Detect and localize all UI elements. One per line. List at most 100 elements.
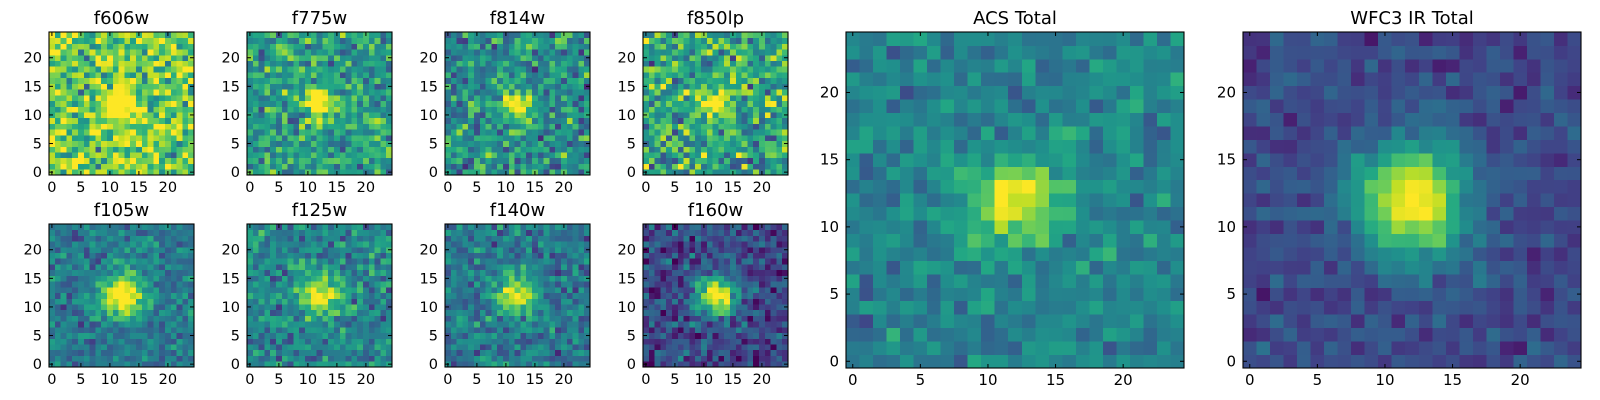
pixel <box>764 106 771 113</box>
pixel <box>479 100 486 107</box>
pixel <box>386 235 393 242</box>
pixel <box>479 157 486 164</box>
pixel <box>776 315 783 322</box>
pixel <box>322 355 329 362</box>
pixel <box>351 344 358 351</box>
pixel <box>83 72 90 79</box>
pixel <box>672 77 679 84</box>
pixel <box>101 123 108 130</box>
pixel <box>491 54 498 61</box>
pixel <box>537 152 544 159</box>
pixel <box>689 112 696 119</box>
pixel <box>706 54 713 61</box>
pixel <box>776 146 783 153</box>
pixel <box>95 134 102 142</box>
pixel <box>566 54 573 61</box>
pixel <box>118 94 125 102</box>
pixel <box>485 332 492 339</box>
pixel <box>770 321 777 328</box>
pixel <box>328 304 335 311</box>
pixel <box>147 292 154 299</box>
pixel <box>60 361 67 368</box>
pixel <box>310 286 317 294</box>
pixel <box>543 281 550 288</box>
pixel <box>368 338 375 345</box>
pixel <box>101 72 108 79</box>
pixel <box>543 264 550 271</box>
pixel <box>118 60 125 67</box>
pixel <box>130 321 137 328</box>
pixel <box>293 338 300 345</box>
pixel <box>118 157 125 164</box>
pixel <box>689 32 696 39</box>
pixel <box>572 32 579 39</box>
pixel <box>741 326 748 334</box>
pixel <box>566 298 573 305</box>
pixel <box>549 163 556 170</box>
pixel <box>351 304 358 311</box>
pixel <box>130 94 137 102</box>
pixel <box>107 258 114 265</box>
pixel <box>345 224 352 231</box>
pixel <box>514 309 521 316</box>
pixel <box>718 355 725 362</box>
pixel <box>66 286 73 294</box>
pixel <box>764 344 771 351</box>
pixel <box>689 338 696 345</box>
pixel <box>281 298 288 305</box>
pixel <box>176 281 183 288</box>
pixel <box>165 275 172 282</box>
panel-title: f105w <box>94 200 149 221</box>
pixel <box>520 224 527 231</box>
pixel <box>497 338 504 345</box>
pixel <box>782 286 789 294</box>
pixel <box>136 321 143 328</box>
pixel <box>170 152 177 159</box>
pixel <box>374 77 381 84</box>
pixel <box>363 292 370 299</box>
pixel <box>648 123 655 130</box>
pixel <box>328 269 335 276</box>
pixel <box>363 321 370 328</box>
pixel <box>683 298 690 305</box>
pixel <box>339 72 346 79</box>
pixel <box>724 304 731 311</box>
pixel <box>83 49 90 56</box>
pixel <box>345 229 352 236</box>
pixel <box>130 332 137 339</box>
pixel <box>386 258 393 265</box>
pixel <box>666 326 673 334</box>
pixel <box>695 129 702 136</box>
pixel <box>112 252 119 259</box>
pixel <box>584 344 591 351</box>
pixel <box>735 326 742 334</box>
pixel <box>549 94 556 102</box>
pixel <box>456 60 463 67</box>
pixel <box>555 275 562 282</box>
pixel <box>526 169 533 176</box>
pixel <box>374 264 381 271</box>
pixel <box>747 338 754 345</box>
pixel <box>712 292 719 299</box>
pixel <box>724 37 731 44</box>
pixel <box>54 246 61 253</box>
pixel <box>264 344 271 351</box>
pixel <box>514 286 521 294</box>
pixel <box>118 72 125 79</box>
pixel <box>532 241 539 248</box>
pixel <box>345 321 352 328</box>
pixel <box>497 77 504 84</box>
pixel <box>380 100 387 107</box>
pixel <box>526 235 533 242</box>
pixel <box>66 252 73 259</box>
x-tick-label: 5 <box>76 180 85 196</box>
pixel <box>130 60 137 67</box>
pixel <box>735 94 742 102</box>
pixel <box>462 54 469 61</box>
pixel <box>141 54 148 61</box>
pixel <box>706 315 713 322</box>
pixel <box>753 309 760 316</box>
pixel <box>695 134 702 142</box>
pixel <box>666 298 673 305</box>
pixel <box>549 32 556 39</box>
